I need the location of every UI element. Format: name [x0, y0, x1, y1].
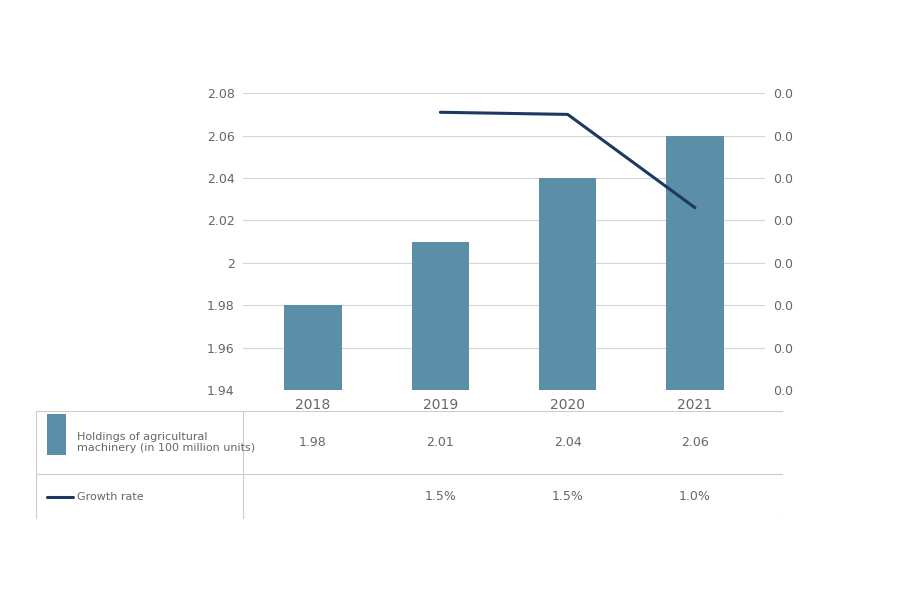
- Bar: [666, 136, 724, 600]
- Text: 2.04: 2.04: [554, 436, 581, 449]
- Bar: [539, 178, 597, 600]
- Text: 2.01: 2.01: [427, 436, 454, 449]
- Text: 1.0%: 1.0%: [679, 490, 711, 503]
- Text: 1.98: 1.98: [299, 436, 327, 449]
- FancyBboxPatch shape: [47, 414, 66, 455]
- Text: Growth rate: Growth rate: [77, 491, 144, 502]
- Bar: [411, 242, 469, 600]
- Text: 1.5%: 1.5%: [552, 490, 583, 503]
- Text: 1.5%: 1.5%: [425, 490, 456, 503]
- Text: 2.06: 2.06: [681, 436, 709, 449]
- Text: Holdings of agricultural
machinery (in 100 million units): Holdings of agricultural machinery (in 1…: [77, 432, 256, 454]
- Bar: [284, 305, 342, 600]
